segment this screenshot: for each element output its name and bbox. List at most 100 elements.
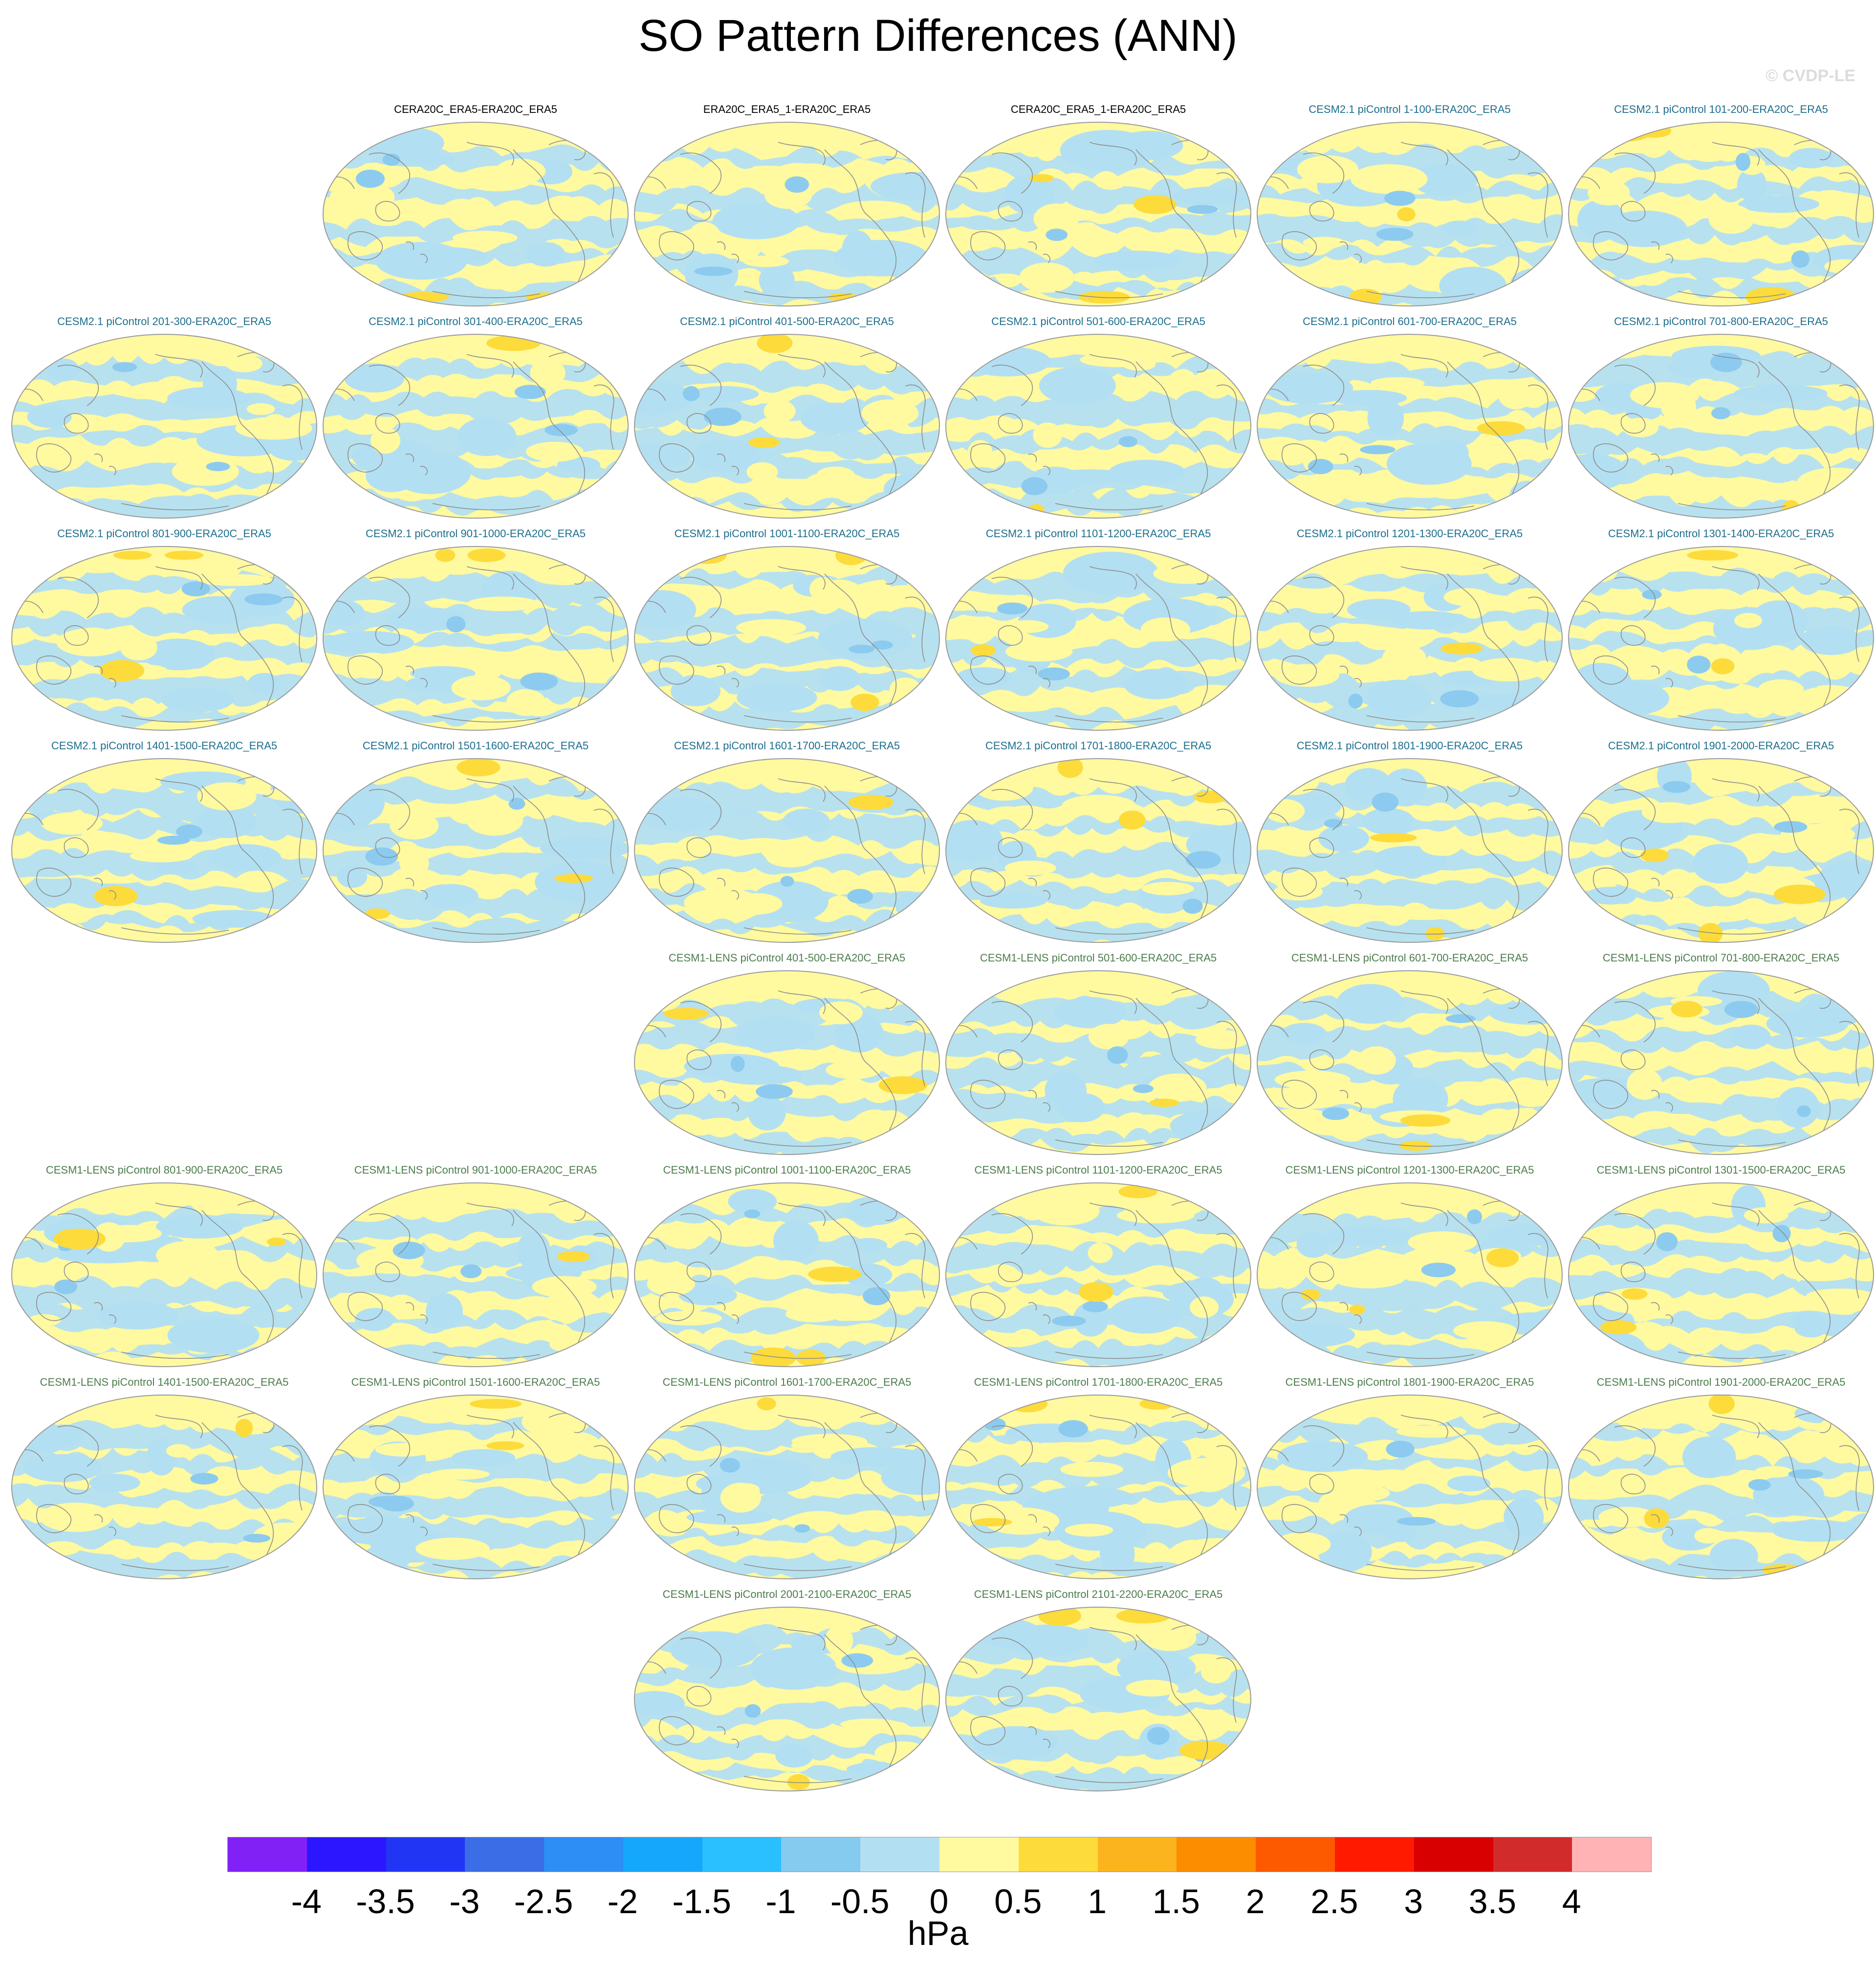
robinson-map <box>1568 1182 1874 1367</box>
map-panel: CESM1-LENS piControl 1301-1500-ERA20C_ER… <box>1566 1161 1876 1369</box>
colorbar-tick-label: 2.5 <box>1310 1882 1358 1920</box>
map-panel: CESM1-LENS piControl 401-500-ERA20C_ERA5 <box>632 949 942 1156</box>
colorbar-tick-label: -2.5 <box>514 1882 573 1920</box>
robinson-map <box>11 758 317 943</box>
robinson-map <box>634 1182 940 1367</box>
robinson-map <box>634 758 940 943</box>
map-panel: CESM1-LENS piControl 601-700-ERA20C_ERA5 <box>1254 949 1565 1156</box>
panel-title: CESM2.1 piControl 1401-1500-ERA20C_ERA5 <box>51 740 278 752</box>
colorbar-swatch <box>781 1837 861 1872</box>
map-panel: CESM2.1 piControl 401-500-ERA20C_ERA5 <box>632 313 942 520</box>
colorbar-swatch <box>386 1837 465 1872</box>
panel-title: CESM2.1 piControl 1501-1600-ERA20C_ERA5 <box>362 740 589 752</box>
map-panel: CESM1-LENS piControl 1501-1600-ERA20C_ER… <box>320 1374 631 1581</box>
panel-title: CESM2.1 piControl 1701-1800-ERA20C_ERA5 <box>985 740 1212 752</box>
colorbar-tick-label: -0.5 <box>830 1882 890 1920</box>
panel-title: CESM2.1 piControl 801-900-ERA20C_ERA5 <box>57 527 271 540</box>
colorbar-swatch <box>544 1837 623 1872</box>
panel-title: CESM2.1 piControl 1101-1200-ERA20C_ERA5 <box>985 527 1211 540</box>
map-panel: CESM2.1 piControl 501-600-ERA20C_ERA5 <box>943 313 1254 520</box>
robinson-map <box>634 1395 940 1579</box>
panel-title: CESM1-LENS piControl 801-900-ERA20C_ERA5 <box>45 1164 283 1176</box>
panel-title: CESM2.1 piControl 101-200-ERA20C_ERA5 <box>1614 103 1828 115</box>
colorbar-tick-label: -3 <box>449 1882 480 1920</box>
panel-title: CESM2.1 piControl 601-700-ERA20C_ERA5 <box>1303 315 1517 327</box>
colorbar-tick-label: -4 <box>291 1882 322 1920</box>
panel-title: CESM1-LENS piControl 2101-2200-ERA20C_ER… <box>974 1588 1223 1600</box>
robinson-map <box>945 1182 1251 1367</box>
robinson-map <box>1257 758 1563 943</box>
map-panel: CESM2.1 piControl 901-1000-ERA20C_ERA5 <box>320 525 631 732</box>
map-panel: CESM2.1 piControl 1501-1600-ERA20C_ERA5 <box>320 737 631 944</box>
robinson-map <box>945 1395 1251 1579</box>
panel-title: CESM2.1 piControl 501-600-ERA20C_ERA5 <box>991 315 1205 327</box>
colorbar-swatch <box>465 1837 545 1872</box>
colorbar-tick-label: 3.5 <box>1468 1882 1517 1920</box>
map-panel: CESM2.1 piControl 1601-1700-ERA20C_ERA5 <box>632 737 942 944</box>
robinson-map <box>1257 334 1563 519</box>
robinson-map <box>1257 546 1563 731</box>
robinson-map <box>634 122 940 306</box>
colorbar-tick-label: -3.5 <box>356 1882 415 1920</box>
map-panel: CESM2.1 piControl 801-900-ERA20C_ERA5 <box>9 525 320 732</box>
map-panel: CESM2.1 piControl 1901-2000-ERA20C_ERA5 <box>1566 737 1876 944</box>
panel-title: CESM2.1 piControl 1-100-ERA20C_ERA5 <box>1309 103 1511 115</box>
panel-title: CESM1-LENS piControl 1101-1200-ERA20C_ER… <box>974 1164 1222 1176</box>
robinson-map <box>323 1395 629 1579</box>
map-panel: CESM1-LENS piControl 1601-1700-ERA20C_ER… <box>632 1374 942 1581</box>
colorbar-tick-label: 0.5 <box>994 1882 1042 1920</box>
robinson-map <box>945 546 1251 731</box>
map-panel: CESM2.1 piControl 1-100-ERA20C_ERA5 <box>1254 101 1565 308</box>
robinson-map <box>1568 122 1874 306</box>
robinson-map <box>11 1395 317 1579</box>
map-panel: CESM1-LENS piControl 501-600-ERA20C_ERA5 <box>943 949 1254 1156</box>
colorbar-tick-label: 0 <box>929 1882 949 1920</box>
colorbar-tick-label: -2 <box>607 1882 638 1920</box>
panel-title: CESM1-LENS piControl 1801-1900-ERA20C_ER… <box>1285 1376 1534 1388</box>
watermark: © CVDP-LE <box>1766 66 1855 85</box>
map-panel: CERA20C_ERA5_1-ERA20C_ERA5 <box>943 101 1254 308</box>
map-panel: CESM1-LENS piControl 2101-2200-ERA20C_ER… <box>943 1586 1254 1793</box>
panel-title: CESM1-LENS piControl 1601-1700-ERA20C_ER… <box>662 1376 912 1388</box>
map-panel: CESM2.1 piControl 701-800-ERA20C_ERA5 <box>1566 313 1876 520</box>
map-panel: CESM2.1 piControl 1301-1400-ERA20C_ERA5 <box>1566 525 1876 732</box>
panel-title: CESM2.1 piControl 1201-1300-ERA20C_ERA5 <box>1296 527 1523 540</box>
robinson-map <box>1568 334 1874 519</box>
map-panel: CESM1-LENS piControl 1801-1900-ERA20C_ER… <box>1254 1374 1565 1581</box>
robinson-map <box>1257 1395 1563 1579</box>
panel-title: CESM1-LENS piControl 901-1000-ERA20C_ERA… <box>354 1164 597 1176</box>
robinson-map <box>11 1182 317 1367</box>
map-panel: CERA20C_ERA5-ERA20C_ERA5 <box>320 101 631 308</box>
robinson-map <box>323 1182 629 1367</box>
panel-title: CESM2.1 piControl 701-800-ERA20C_ERA5 <box>1614 315 1828 327</box>
colorbar-units: hPa <box>907 1914 969 1952</box>
panel-title: CERA20C_ERA5_1-ERA20C_ERA5 <box>1010 103 1186 115</box>
robinson-map <box>1568 758 1874 943</box>
panel-title: CESM2.1 piControl 1601-1700-ERA20C_ERA5 <box>674 740 900 752</box>
panel-title: CESM2.1 piControl 901-1000-ERA20C_ERA5 <box>365 527 586 540</box>
map-panel: CESM1-LENS piControl 1401-1500-ERA20C_ER… <box>9 1374 320 1581</box>
colorbar-tick-label: -1.5 <box>672 1882 731 1920</box>
map-panel: CESM1-LENS piControl 1201-1300-ERA20C_ER… <box>1254 1161 1565 1369</box>
map-panel: CESM2.1 piControl 1701-1800-ERA20C_ERA5 <box>943 737 1254 944</box>
page-title: SO Pattern Differences (ANN) <box>638 11 1238 61</box>
colorbar-swatch <box>1177 1837 1256 1872</box>
panel-title: CESM2.1 piControl 1301-1400-ERA20C_ERA5 <box>1608 527 1834 540</box>
robinson-map <box>323 334 629 519</box>
robinson-map <box>634 334 940 519</box>
map-panel: CESM2.1 piControl 1201-1300-ERA20C_ERA5 <box>1254 525 1565 732</box>
robinson-map <box>323 546 629 731</box>
robinson-map <box>323 758 629 943</box>
colorbar-tick-label: 3 <box>1404 1882 1423 1920</box>
robinson-map <box>1568 970 1874 1155</box>
panel-title: CESM1-LENS piControl 601-700-ERA20C_ERA5 <box>1291 952 1528 964</box>
panel-title: CESM1-LENS piControl 1001-1100-ERA20C_ER… <box>663 1164 911 1176</box>
colorbar-tick-label: 2 <box>1245 1882 1265 1920</box>
robinson-map <box>1568 1395 1874 1579</box>
colorbar-swatch <box>306 1837 386 1872</box>
map-panel: CESM2.1 piControl 1801-1900-ERA20C_ERA5 <box>1254 737 1565 944</box>
panel-title: CESM1-LENS piControl 1301-1500-ERA20C_ER… <box>1596 1164 1846 1176</box>
colorbar-tick-label: 4 <box>1562 1882 1581 1920</box>
panel-title: CESM1-LENS piControl 1501-1600-ERA20C_ER… <box>351 1376 600 1388</box>
panel-title: CESM2.1 piControl 301-400-ERA20C_ERA5 <box>369 315 583 327</box>
